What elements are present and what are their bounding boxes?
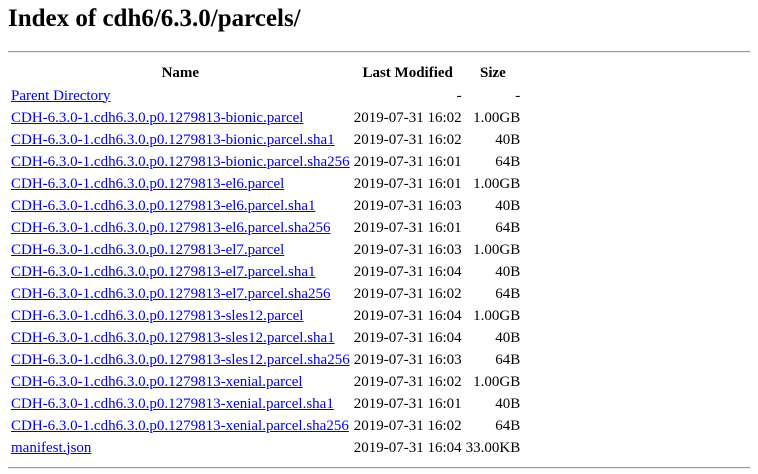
table-row: CDH-6.3.0-1.cdh6.3.0.p0.1279813-xenial.p…	[10, 394, 521, 414]
file-link[interactable]: CDH-6.3.0-1.cdh6.3.0.p0.1279813-sles12.p…	[11, 307, 304, 324]
table-header-row: Name Last Modified Size	[10, 62, 521, 84]
column-header-size[interactable]: Size	[480, 64, 506, 81]
modified-cell: 2019-07-31 16:04	[353, 307, 462, 324]
table-row: CDH-6.3.0-1.cdh6.3.0.p0.1279813-bionic.p…	[10, 108, 521, 128]
file-name-cell: Parent Directory	[10, 86, 351, 106]
file-name-cell: CDH-6.3.0-1.cdh6.3.0.p0.1279813-el6.parc…	[10, 196, 351, 216]
file-link[interactable]: CDH-6.3.0-1.cdh6.3.0.p0.1279813-el6.parc…	[11, 197, 316, 214]
modified-cell: 2019-07-31 16:02	[353, 131, 462, 148]
file-link[interactable]: CDH-6.3.0-1.cdh6.3.0.p0.1279813-bionic.p…	[11, 131, 335, 148]
file-link[interactable]: CDH-6.3.0-1.cdh6.3.0.p0.1279813-bionic.p…	[11, 109, 304, 126]
file-link[interactable]: CDH-6.3.0-1.cdh6.3.0.p0.1279813-el6.parc…	[11, 219, 331, 236]
size-cell: 64B	[495, 285, 521, 302]
table-row: CDH-6.3.0-1.cdh6.3.0.p0.1279813-sles12.p…	[10, 350, 521, 370]
table-row: CDH-6.3.0-1.cdh6.3.0.p0.1279813-el7.parc…	[10, 240, 521, 260]
size-cell: 1.00GB	[473, 307, 521, 324]
modified-cell: 2019-07-31 16:04	[353, 263, 462, 280]
table-row: CDH-6.3.0-1.cdh6.3.0.p0.1279813-el7.parc…	[10, 262, 521, 282]
file-link[interactable]: CDH-6.3.0-1.cdh6.3.0.p0.1279813-sles12.p…	[11, 351, 350, 368]
modified-cell: 2019-07-31 16:01	[353, 219, 462, 236]
size-cell: 40B	[495, 329, 521, 346]
size-cell: 64B	[495, 417, 521, 434]
table-row: Parent Directory - -	[10, 86, 521, 106]
size-cell: 64B	[495, 153, 521, 170]
size-cell: 40B	[495, 395, 521, 412]
file-name-cell: CDH-6.3.0-1.cdh6.3.0.p0.1279813-sles12.p…	[10, 306, 351, 326]
modified-cell: 2019-07-31 16:01	[353, 175, 462, 192]
file-name-cell: CDH-6.3.0-1.cdh6.3.0.p0.1279813-bionic.p…	[10, 152, 351, 172]
file-name-cell: CDH-6.3.0-1.cdh6.3.0.p0.1279813-bionic.p…	[10, 130, 351, 150]
table-row: CDH-6.3.0-1.cdh6.3.0.p0.1279813-el6.parc…	[10, 218, 521, 238]
file-name-cell: CDH-6.3.0-1.cdh6.3.0.p0.1279813-el7.parc…	[10, 284, 351, 304]
table-row: CDH-6.3.0-1.cdh6.3.0.p0.1279813-xenial.p…	[10, 416, 521, 436]
size-cell: -	[515, 87, 521, 104]
page-title: Index of cdh6/6.3.0/parcels/	[8, 5, 301, 32]
modified-cell: 2019-07-31 16:03	[353, 351, 462, 368]
column-header-name[interactable]: Name	[161, 64, 200, 81]
file-link[interactable]: CDH-6.3.0-1.cdh6.3.0.p0.1279813-xenial.p…	[11, 373, 303, 390]
modified-cell: 2019-07-31 16:02	[353, 285, 462, 302]
size-cell: 33.00KB	[465, 439, 521, 456]
table-row: CDH-6.3.0-1.cdh6.3.0.p0.1279813-sles12.p…	[10, 306, 521, 326]
file-name-cell: CDH-6.3.0-1.cdh6.3.0.p0.1279813-el7.parc…	[10, 262, 351, 282]
manifest-link[interactable]: manifest.json	[11, 439, 92, 456]
modified-cell: 2019-07-31 16:01	[353, 395, 462, 412]
file-name-cell: CDH-6.3.0-1.cdh6.3.0.p0.1279813-el6.parc…	[10, 218, 351, 238]
size-cell: 40B	[495, 197, 521, 214]
file-name-cell: CDH-6.3.0-1.cdh6.3.0.p0.1279813-el6.parc…	[10, 174, 351, 194]
modified-cell: 2019-07-31 16:02	[353, 417, 462, 434]
file-table: Name Last Modified Size Parent Directory…	[8, 60, 523, 460]
size-cell: 40B	[495, 263, 521, 280]
file-name-cell: CDH-6.3.0-1.cdh6.3.0.p0.1279813-sles12.p…	[10, 328, 351, 348]
size-cell: 64B	[495, 219, 521, 236]
modified-cell: 2019-07-31 16:02	[353, 109, 462, 126]
size-cell: 40B	[495, 131, 521, 148]
file-link[interactable]: CDH-6.3.0-1.cdh6.3.0.p0.1279813-xenial.p…	[11, 417, 349, 434]
size-cell: 64B	[495, 351, 521, 368]
file-name-cell: manifest.json	[10, 438, 351, 458]
file-name-cell: CDH-6.3.0-1.cdh6.3.0.p0.1279813-xenial.p…	[10, 416, 351, 436]
file-link[interactable]: CDH-6.3.0-1.cdh6.3.0.p0.1279813-el6.parc…	[11, 175, 285, 192]
modified-cell: 2019-07-31 16:01	[353, 153, 462, 170]
file-link[interactable]: CDH-6.3.0-1.cdh6.3.0.p0.1279813-xenial.p…	[11, 395, 334, 412]
table-row: CDH-6.3.0-1.cdh6.3.0.p0.1279813-bionic.p…	[10, 152, 521, 172]
parent-directory-link[interactable]: Parent Directory	[11, 87, 111, 104]
bottom-divider	[8, 467, 750, 469]
size-cell: 1.00GB	[473, 175, 521, 192]
file-link[interactable]: CDH-6.3.0-1.cdh6.3.0.p0.1279813-sles12.p…	[11, 329, 335, 346]
table-row: CDH-6.3.0-1.cdh6.3.0.p0.1279813-bionic.p…	[10, 130, 521, 150]
table-row: CDH-6.3.0-1.cdh6.3.0.p0.1279813-sles12.p…	[10, 328, 521, 348]
table-row: CDH-6.3.0-1.cdh6.3.0.p0.1279813-el6.parc…	[10, 174, 521, 194]
size-cell: 1.00GB	[473, 109, 521, 126]
file-name-cell: CDH-6.3.0-1.cdh6.3.0.p0.1279813-el7.parc…	[10, 240, 351, 260]
file-link[interactable]: CDH-6.3.0-1.cdh6.3.0.p0.1279813-bionic.p…	[11, 153, 350, 170]
file-name-cell: CDH-6.3.0-1.cdh6.3.0.p0.1279813-bionic.p…	[10, 108, 351, 128]
modified-cell: 2019-07-31 16:04	[353, 439, 462, 456]
modified-cell: 2019-07-31 16:04	[353, 329, 462, 346]
table-row: CDH-6.3.0-1.cdh6.3.0.p0.1279813-el6.parc…	[10, 196, 521, 216]
file-link[interactable]: CDH-6.3.0-1.cdh6.3.0.p0.1279813-el7.parc…	[11, 285, 331, 302]
size-cell: 1.00GB	[473, 241, 521, 258]
size-cell: 1.00GB	[473, 373, 521, 390]
modified-cell: 2019-07-31 16:02	[353, 373, 462, 390]
table-row: manifest.json 2019-07-31 16:04 33.00KB	[10, 438, 521, 458]
file-link[interactable]: CDH-6.3.0-1.cdh6.3.0.p0.1279813-el7.parc…	[11, 263, 316, 280]
file-name-cell: CDH-6.3.0-1.cdh6.3.0.p0.1279813-sles12.p…	[10, 350, 351, 370]
file-link[interactable]: CDH-6.3.0-1.cdh6.3.0.p0.1279813-el7.parc…	[11, 241, 285, 258]
modified-cell: 2019-07-31 16:03	[353, 197, 462, 214]
column-header-last-modified[interactable]: Last Modified	[362, 64, 453, 81]
table-row: CDH-6.3.0-1.cdh6.3.0.p0.1279813-el7.parc…	[10, 284, 521, 304]
file-name-cell: CDH-6.3.0-1.cdh6.3.0.p0.1279813-xenial.p…	[10, 394, 351, 414]
modified-cell: 2019-07-31 16:03	[353, 241, 462, 258]
modified-cell: -	[456, 87, 462, 104]
table-row: CDH-6.3.0-1.cdh6.3.0.p0.1279813-xenial.p…	[10, 372, 521, 392]
file-name-cell: CDH-6.3.0-1.cdh6.3.0.p0.1279813-xenial.p…	[10, 372, 351, 392]
top-divider	[8, 51, 750, 53]
